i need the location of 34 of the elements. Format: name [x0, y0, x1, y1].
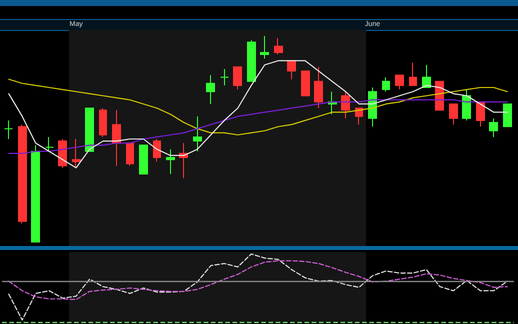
candlestick [31, 144, 40, 242]
candlestick [247, 40, 256, 82]
candlestick [45, 136, 54, 152]
candlestick [72, 138, 81, 168]
candlestick [166, 148, 175, 175]
candlestick [301, 70, 310, 96]
candlestick [153, 138, 161, 162]
candlestick [503, 103, 512, 128]
candlestick [382, 76, 390, 92]
candlestick [112, 110, 121, 166]
candlestick [341, 91, 350, 119]
candlestick [126, 142, 134, 166]
candlestick [314, 66, 323, 109]
candlestick [274, 38, 283, 56]
candlestick [58, 138, 67, 168]
candlestick [260, 36, 269, 60]
candlestick [422, 64, 431, 88]
candlestick [476, 101, 485, 128]
candlestick [395, 74, 404, 90]
candlestick [489, 118, 498, 138]
candlestick [409, 62, 417, 86]
candlestick [18, 124, 27, 224]
candlestick [206, 74, 215, 104]
candlestick [449, 103, 458, 126]
candlestick [287, 60, 296, 80]
candlestick [4, 120, 13, 140]
candlestick [85, 108, 94, 152]
candlestick [139, 144, 148, 175]
candlestick [233, 66, 242, 90]
candlestick [220, 68, 229, 86]
candlestick [368, 87, 377, 128]
candlestick [193, 116, 202, 152]
candlestick [462, 89, 471, 121]
candlestick [99, 108, 107, 138]
